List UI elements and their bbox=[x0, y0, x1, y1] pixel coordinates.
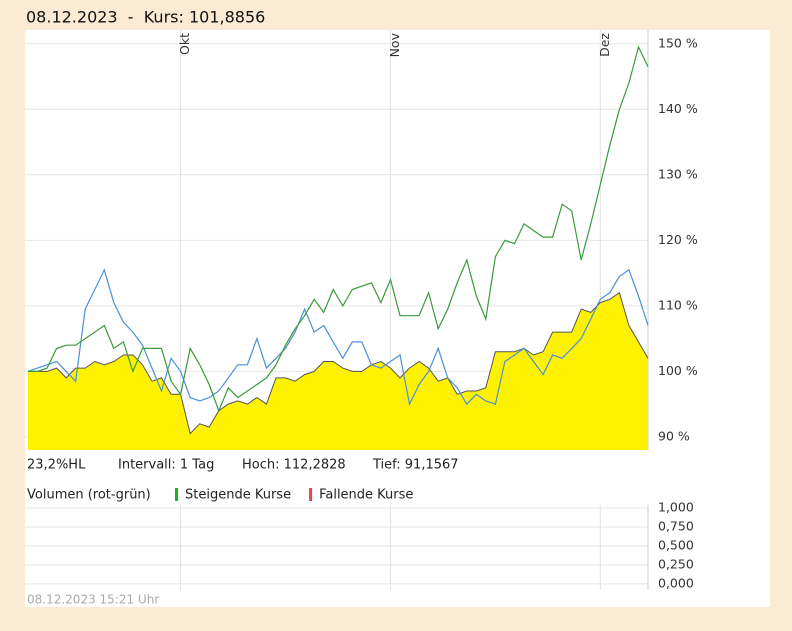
range-info: 23,2%HL bbox=[27, 458, 86, 473]
y-tick-label: 140 % bbox=[658, 101, 698, 116]
volume-title: Volumen (rot-grün) bbox=[27, 488, 151, 503]
y-tick-label: 0,500 bbox=[658, 537, 694, 552]
price-area bbox=[28, 292, 648, 450]
interval-info: Intervall: 1 Tag bbox=[118, 458, 214, 473]
y-tick-label: 110 % bbox=[658, 297, 698, 312]
y-tick-label: 150 % bbox=[658, 35, 698, 50]
timestamp: 08.12.2023 15:21 Uhr bbox=[27, 593, 159, 607]
y-tick-label: 0,750 bbox=[658, 519, 694, 534]
x-tick-label: Dez bbox=[597, 33, 612, 57]
header: 08.12.2023 - Kurs: 101,8856 bbox=[26, 8, 265, 27]
price-outline bbox=[28, 291, 649, 435]
legend-swatch bbox=[309, 488, 313, 501]
y-tick-label: 1,000 bbox=[658, 500, 694, 515]
legend-label: Fallende Kurse bbox=[319, 488, 413, 503]
x-tick-label: Nov bbox=[387, 32, 402, 57]
y-tick-label: 130 % bbox=[658, 166, 698, 181]
y-tick-label: 120 % bbox=[658, 232, 698, 247]
y-tick-label: 100 % bbox=[658, 363, 698, 378]
low-info: Tief: 91,1567 bbox=[372, 458, 459, 473]
y-tick-label: 0,250 bbox=[658, 556, 694, 571]
y-tick-label: 90 % bbox=[658, 428, 690, 443]
x-tick-label: Okt bbox=[177, 33, 192, 55]
price-line bbox=[27, 268, 649, 406]
y-tick-label: 0,000 bbox=[658, 575, 694, 590]
legend-label: Steigende Kurse bbox=[185, 488, 291, 503]
legend-swatch bbox=[175, 488, 178, 501]
high-info: Hoch: 112,2828 bbox=[242, 458, 346, 473]
price-line bbox=[28, 45, 649, 413]
